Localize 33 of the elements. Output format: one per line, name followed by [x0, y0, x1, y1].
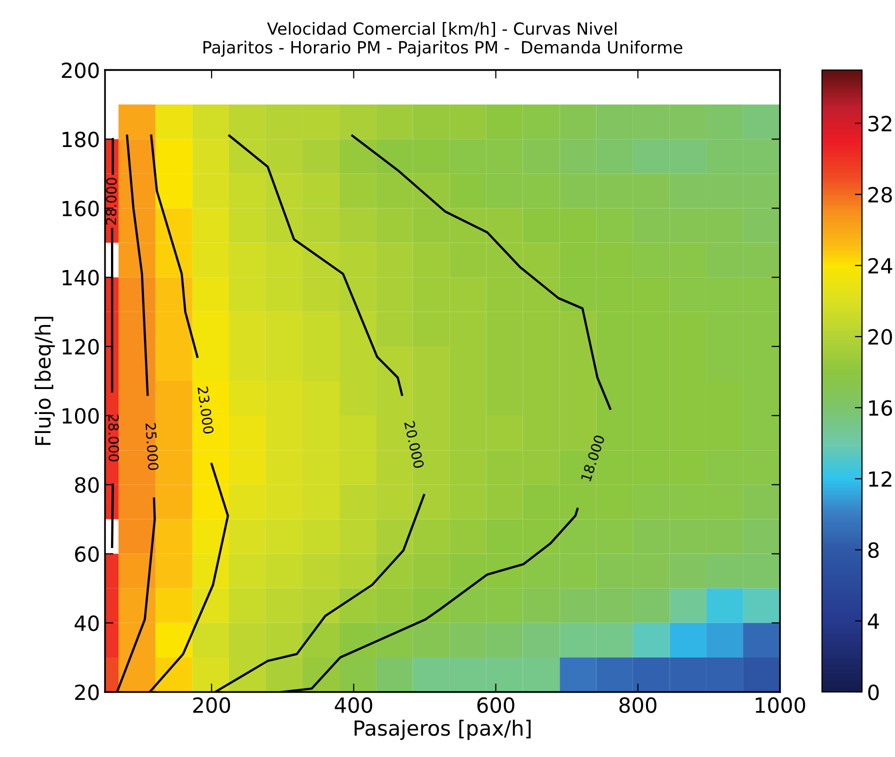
color-bar-label: 28 — [868, 186, 892, 203]
text: 28.000 — [108, 414, 120, 462]
x-axis-title: Pasajeros [pax/h] — [354, 720, 531, 740]
color-bar-label: 32 — [868, 116, 892, 132]
color-bar-label: 12 — [869, 471, 892, 487]
x-tick-label: 400 — [334, 697, 372, 713]
color-bar-label: 24 — [868, 258, 892, 274]
y-tick-label: 100 — [62, 408, 99, 424]
y-axis-title: Flujo [beq/h] — [34, 316, 55, 445]
y-tick-label: 80 — [75, 477, 99, 493]
y-tick-label: 40 — [74, 615, 99, 632]
y-tick-label: 60 — [75, 546, 99, 562]
y-tick-label: 200 — [62, 62, 99, 78]
y-tick-label: 140 — [62, 270, 99, 286]
y-tick-label: 180 — [62, 132, 99, 148]
x-tick-label: 600 — [477, 697, 514, 713]
x-tick-label: 800 — [619, 697, 656, 713]
x-tick-label: 1000 — [756, 697, 806, 713]
color-bar-label: 16 — [869, 400, 892, 416]
y-tick-label: 120 — [62, 338, 99, 355]
text: 28.000 — [106, 178, 117, 225]
color-bar-label: 0 — [868, 684, 879, 700]
text: 18.000 — [580, 434, 605, 482]
color-bar-label: 20 — [868, 329, 892, 345]
chart-title: Velocidad Comercial [km/h] - Curvas Nivel Pajaritos - Horario PM - Pajaritos PM - Demanda Uniforme — [204, 22, 682, 57]
y-tick-label: 20 — [75, 684, 99, 700]
color-bar-label: 4 — [868, 614, 879, 629]
text: 20.000 — [404, 420, 424, 469]
text: 25.000 — [145, 423, 159, 470]
y-tick-label: 160 — [62, 200, 99, 216]
text: 23.000 — [197, 386, 214, 434]
x-tick-label: 200 — [193, 697, 230, 713]
color-bar-label: 8 — [868, 542, 879, 558]
